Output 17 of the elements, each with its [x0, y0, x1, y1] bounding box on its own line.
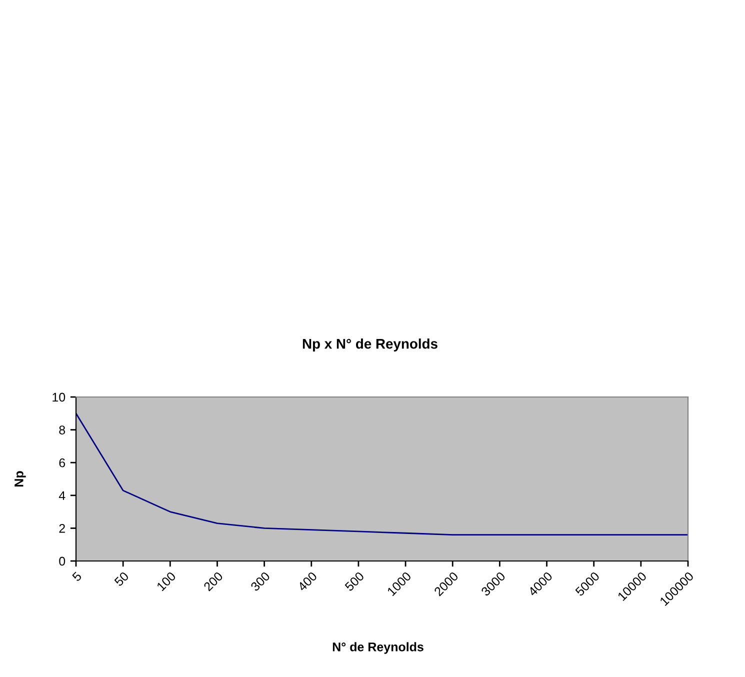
x-axis-title: N° de Reynolds	[332, 642, 424, 654]
y-axis-title: Np	[14, 471, 26, 486]
x-tick-label: 300	[250, 571, 270, 592]
line-series	[76, 412, 688, 536]
y-tick-label: 2	[59, 524, 65, 533]
y-tick-label: 8	[59, 426, 66, 434]
x-tick-label: 500	[344, 571, 365, 592]
y-tick-label: 0	[59, 556, 66, 566]
x-tick-label: 5	[72, 571, 82, 582]
chart-title: Np x N° de Reynolds	[302, 338, 438, 352]
y-tick-label: 4	[58, 491, 66, 500]
x-tick-label: 200	[203, 571, 224, 592]
x-tick-label: 50	[114, 571, 130, 587]
x-tick-label: 100	[156, 571, 176, 592]
x-tick-label: 400	[297, 571, 318, 592]
y-tick-label: 6	[59, 458, 66, 468]
y-tick-label: 10	[52, 392, 66, 402]
